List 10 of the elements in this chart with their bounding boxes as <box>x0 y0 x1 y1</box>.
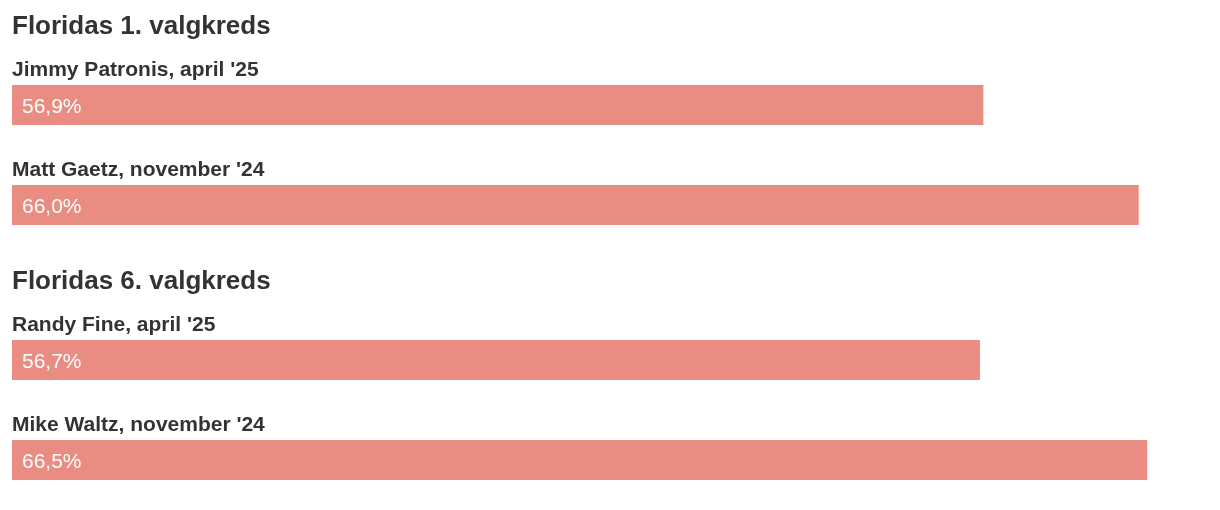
y-tick-label: Matt Gaetz, november '24 <box>12 156 265 180</box>
y-tick-label: Randy Fine, april '25 <box>12 311 216 335</box>
data-label: 66,5% <box>22 448 82 472</box>
data-label: 66,0% <box>22 193 82 217</box>
data-label: 56,9% <box>22 93 82 117</box>
chart-title: Floridas 1. valgkreds <box>12 10 271 40</box>
chart-title: Floridas 6. valgkreds <box>12 265 271 295</box>
y-tick-label: Jimmy Patronis, april '25 <box>12 56 259 80</box>
data-label: 56,7% <box>22 348 82 372</box>
y-tick-label: Mike Waltz, november '24 <box>12 411 266 435</box>
